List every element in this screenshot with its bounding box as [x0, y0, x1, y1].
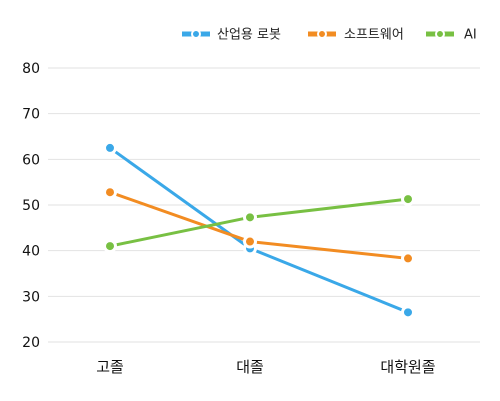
gridlines [48, 67, 480, 343]
legend-label: 산업용 로봇 [217, 28, 281, 43]
y-tick-label: 80 [22, 61, 40, 77]
y-tick-label: 40 [22, 244, 40, 260]
legend-item[interactable]: 산업용 로봇 [182, 28, 281, 43]
data-point[interactable] [401, 251, 415, 266]
legend-label: AI [464, 28, 477, 43]
legend-item[interactable]: 소프트웨어 [308, 28, 404, 43]
series-lines [108, 146, 410, 314]
data-point[interactable] [103, 140, 117, 155]
x-category-label: 대졸 [236, 358, 264, 376]
legend-swatch-marker [435, 29, 445, 39]
legend-swatch-marker [191, 29, 201, 39]
x-category-label: 대학원졸 [380, 358, 435, 376]
x-axis-categories: 고졸 대졸 대학원졸 [96, 358, 435, 376]
y-axis-ticks: 20 30 40 50 60 70 80 [22, 61, 40, 351]
data-point[interactable] [103, 185, 117, 200]
legend-item[interactable]: AI [426, 28, 477, 43]
data-point[interactable] [401, 305, 415, 320]
x-category-label: 고졸 [96, 358, 124, 376]
data-point[interactable] [401, 192, 415, 207]
legend: 산업용 로봇 소프트웨어 AI [182, 28, 477, 43]
series-line [108, 190, 410, 260]
data-point[interactable] [243, 210, 257, 225]
data-point[interactable] [243, 234, 257, 249]
series-points [103, 140, 415, 320]
series-line [108, 197, 410, 248]
legend-swatch-marker [317, 29, 327, 39]
y-tick-label: 50 [22, 198, 40, 214]
series-line [108, 146, 410, 314]
y-tick-label: 30 [22, 289, 40, 305]
y-tick-label: 20 [22, 335, 40, 351]
y-tick-label: 60 [22, 152, 40, 168]
data-point[interactable] [103, 239, 117, 254]
y-tick-label: 70 [22, 107, 40, 123]
legend-label: 소프트웨어 [344, 28, 404, 43]
